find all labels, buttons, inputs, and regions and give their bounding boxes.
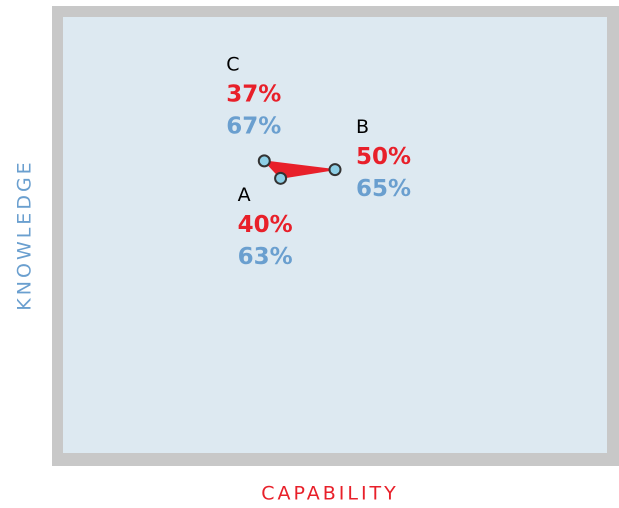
point: [274, 171, 288, 185]
capability-label: 40%: [238, 212, 293, 238]
y-axis-label: KNOWLEDGE: [14, 159, 36, 310]
point-label: C: [226, 53, 239, 75]
point-label: B: [356, 116, 369, 138]
point: [328, 163, 342, 177]
knowledge-label: 63%: [238, 244, 293, 270]
point-label: A: [238, 184, 251, 206]
capability-label: 37%: [226, 81, 281, 107]
plot-area: [63, 17, 607, 453]
capability-label: 50%: [356, 144, 411, 170]
knowledge-label: 65%: [356, 176, 411, 202]
x-axis-label: CAPABILITY: [261, 483, 399, 505]
point: [257, 154, 271, 168]
knowledge-label: 67%: [226, 113, 281, 139]
